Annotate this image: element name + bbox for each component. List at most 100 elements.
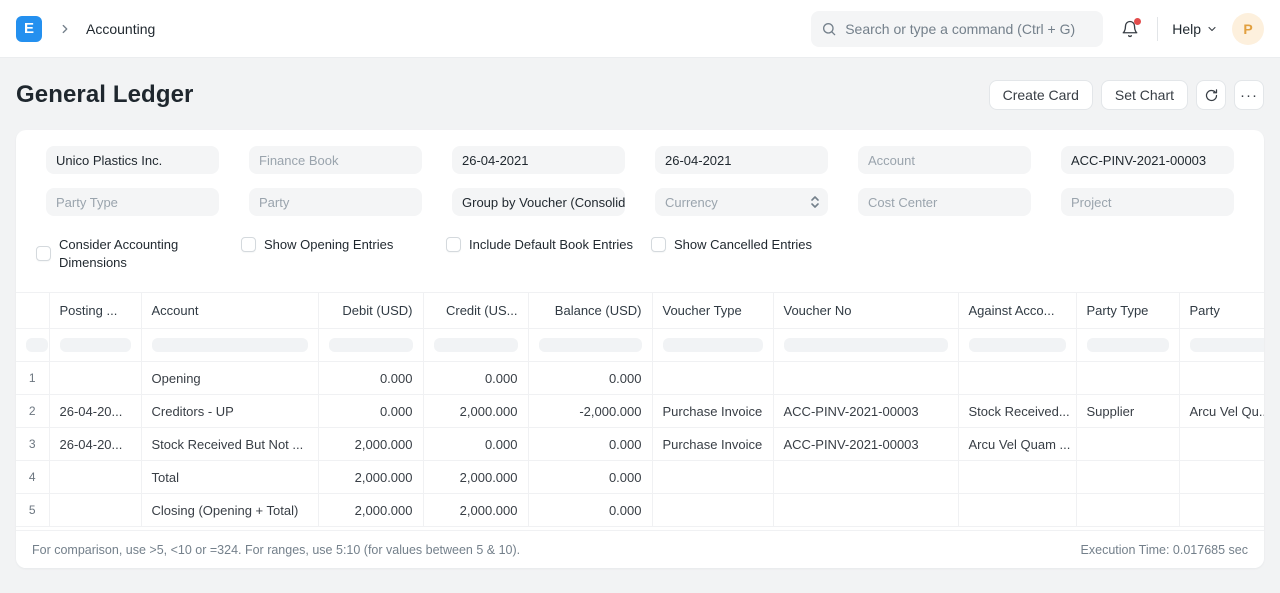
table-cell[interactable]: Creditors - UP <box>141 394 319 429</box>
column-header-voucher-no[interactable]: Voucher No <box>773 292 959 330</box>
table-cell[interactable]: Stock Received... <box>958 394 1077 429</box>
table-cell[interactable]: 0.000 <box>528 460 653 495</box>
column-filter-cell[interactable] <box>49 328 142 363</box>
table-cell[interactable] <box>652 493 774 528</box>
refresh-button[interactable] <box>1196 80 1226 110</box>
table-cell[interactable]: 2,000.000 <box>423 460 529 495</box>
set-chart-button[interactable]: Set Chart <box>1100 80 1188 110</box>
from-date-filter[interactable]: 26-04-2021 <box>452 146 625 174</box>
table-row[interactable]: 3 26-04-20... Stock Received But Not ...… <box>16 427 1264 462</box>
table-cell[interactable]: 2,000.000 <box>318 427 424 462</box>
table-cell[interactable] <box>958 493 1077 528</box>
account-filter[interactable]: Account <box>858 146 1031 174</box>
avatar[interactable]: P <box>1232 12 1264 45</box>
column-filter-cell[interactable] <box>773 328 959 363</box>
finance-book-filter[interactable]: Finance Book <box>249 146 422 174</box>
column-filter-cell[interactable] <box>652 328 774 363</box>
cost-center-filter[interactable]: Cost Center <box>858 188 1031 216</box>
column-header-party[interactable]: Party <box>1179 292 1264 330</box>
table-cell[interactable] <box>1179 427 1264 462</box>
table-cell[interactable] <box>773 361 959 396</box>
table-cell[interactable]: -2,000.000 <box>528 394 653 429</box>
project-filter[interactable]: Project <box>1061 188 1234 216</box>
create-card-button[interactable]: Create Card <box>988 80 1093 110</box>
table-cell[interactable]: 2,000.000 <box>318 460 424 495</box>
table-cell[interactable] <box>773 460 959 495</box>
table-cell[interactable] <box>1179 460 1264 495</box>
table-cell[interactable]: Arcu Vel Quam ... <box>958 427 1077 462</box>
column-filter-cell[interactable] <box>528 328 653 363</box>
help-menu[interactable]: Help <box>1172 21 1218 37</box>
table-cell[interactable] <box>1179 361 1264 396</box>
table-cell[interactable] <box>1076 460 1180 495</box>
column-header-party-type[interactable]: Party Type <box>1076 292 1180 330</box>
column-header-balance[interactable]: Balance (USD) <box>528 292 653 330</box>
table-cell[interactable] <box>773 493 959 528</box>
table-cell[interactable]: ACC-PINV-2021-00003 <box>773 394 959 429</box>
currency-filter[interactable]: Currency <box>655 188 828 216</box>
table-cell[interactable]: 2,000.000 <box>318 493 424 528</box>
column-filter-cell[interactable] <box>958 328 1077 363</box>
column-filter-cell[interactable] <box>423 328 529 363</box>
group-by-filter[interactable]: Group by Voucher (Consolidated) <box>452 188 625 216</box>
table-row[interactable]: 2 26-04-20... Creditors - UP 0.000 2,000… <box>16 394 1264 429</box>
table-cell[interactable]: 2,000.000 <box>423 493 529 528</box>
table-cell[interactable] <box>1076 427 1180 462</box>
table-cell[interactable] <box>652 460 774 495</box>
table-cell[interactable]: Stock Received But Not ... <box>141 427 319 462</box>
table-cell[interactable]: Total <box>141 460 319 495</box>
table-cell[interactable]: 0.000 <box>318 361 424 396</box>
app-logo-icon[interactable]: E <box>16 15 42 42</box>
table-cell[interactable] <box>1076 493 1180 528</box>
column-header-voucher-type[interactable]: Voucher Type <box>652 292 774 330</box>
table-cell[interactable]: Arcu Vel Qu... <box>1179 394 1264 429</box>
to-date-filter[interactable]: 26-04-2021 <box>655 146 828 174</box>
party-filter[interactable]: Party <box>249 188 422 216</box>
column-header-credit[interactable]: Credit (US... <box>423 292 529 330</box>
column-filter-cell[interactable] <box>16 328 50 363</box>
table-row[interactable]: 4 Total 2,000.000 2,000.000 0.000 <box>16 460 1264 495</box>
table-cell[interactable]: Closing (Opening + Total) <box>141 493 319 528</box>
table-cell[interactable] <box>49 460 142 495</box>
column-filter-cell[interactable] <box>318 328 424 363</box>
table-cell[interactable]: 0.000 <box>423 427 529 462</box>
voucher-no-filter[interactable]: ACC-PINV-2021-00003 <box>1061 146 1234 174</box>
notifications-button[interactable] <box>1117 16 1143 42</box>
table-cell[interactable] <box>49 361 142 396</box>
table-cell[interactable] <box>49 493 142 528</box>
table-cell[interactable]: Purchase Invoice <box>652 394 774 429</box>
table-row[interactable]: 5 Closing (Opening + Total) 2,000.000 2,… <box>16 493 1264 528</box>
table-cell[interactable]: 0.000 <box>528 361 653 396</box>
table-cell[interactable]: 0.000 <box>528 427 653 462</box>
table-cell[interactable]: Opening <box>141 361 319 396</box>
search-input[interactable] <box>845 20 1094 37</box>
checkbox-icon[interactable] <box>241 237 256 253</box>
table-cell[interactable]: 26-04-20... <box>49 427 142 462</box>
table-row[interactable]: 1 Opening 0.000 0.000 0.000 <box>16 361 1264 396</box>
table-cell[interactable]: Supplier <box>1076 394 1180 429</box>
party-type-filter[interactable]: Party Type <box>46 188 219 216</box>
column-header-debit[interactable]: Debit (USD) <box>318 292 424 330</box>
table-cell[interactable] <box>652 361 774 396</box>
checkbox-icon[interactable] <box>651 237 666 253</box>
table-cell[interactable]: 0.000 <box>528 493 653 528</box>
table-cell[interactable] <box>1179 493 1264 528</box>
checkbox-icon[interactable] <box>446 237 461 253</box>
global-search[interactable] <box>811 10 1104 47</box>
more-menu-button[interactable]: ··· <box>1234 80 1264 110</box>
table-cell[interactable]: 26-04-20... <box>49 394 142 429</box>
table-cell[interactable]: 0.000 <box>423 361 529 396</box>
table-cell[interactable] <box>958 361 1077 396</box>
breadcrumb[interactable]: Accounting <box>86 20 156 37</box>
column-filter-cell[interactable] <box>1179 328 1264 363</box>
table-cell[interactable]: 0.000 <box>318 394 424 429</box>
column-header-against-account[interactable]: Against Acco... <box>958 292 1077 330</box>
table-cell[interactable] <box>1076 361 1180 396</box>
column-header-account[interactable]: Account <box>141 292 319 330</box>
column-header-posting-date[interactable]: Posting ... <box>49 292 142 330</box>
table-cell[interactable]: ACC-PINV-2021-00003 <box>773 427 959 462</box>
table-cell[interactable] <box>958 460 1077 495</box>
column-filter-cell[interactable] <box>1076 328 1180 363</box>
table-cell[interactable]: 2,000.000 <box>423 394 529 429</box>
company-filter[interactable]: Unico Plastics Inc. <box>46 146 219 174</box>
